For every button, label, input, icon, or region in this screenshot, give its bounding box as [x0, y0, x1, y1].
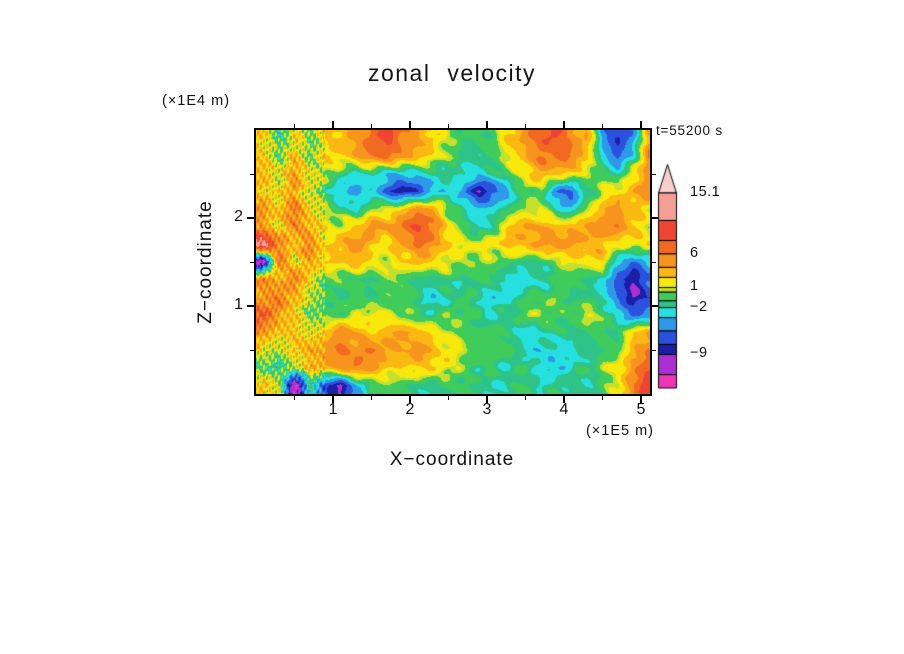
x-minor-tick	[448, 396, 449, 400]
x-axis-title: X−coordinate	[389, 449, 515, 470]
x-major-tick	[486, 121, 488, 128]
y-tick-label: 2	[234, 208, 243, 225]
x-major-tick	[486, 396, 488, 403]
timestamp-label: t=55200 s	[656, 123, 723, 138]
colorbar-tick-label: 1	[690, 278, 699, 294]
x-minor-tick	[448, 124, 449, 128]
x-minor-tick	[602, 396, 603, 400]
colorbar: 15.1 6 1 −2 −9	[657, 163, 767, 403]
x-minor-tick	[371, 124, 372, 128]
x-minor-tick	[294, 396, 295, 400]
plot-frame	[254, 128, 652, 396]
colorbar-canvas	[657, 163, 679, 393]
x-minor-tick	[294, 124, 295, 128]
y-minor-tick	[250, 262, 254, 263]
y-minor-tick	[652, 262, 656, 263]
colorbar-tick-label: −9	[690, 345, 708, 361]
x-major-tick	[332, 121, 334, 128]
heatmap-canvas	[256, 130, 650, 394]
y-tick-label: 1	[234, 296, 243, 313]
y-minor-tick	[250, 174, 254, 175]
y-axis-unit-label: (×1E4 m)	[162, 93, 231, 109]
colorbar-tick-label: 15.1	[690, 184, 721, 200]
y-minor-tick	[652, 350, 656, 351]
y-major-tick	[247, 305, 254, 307]
x-axis-unit-label: (×1E5 m)	[585, 423, 654, 439]
chart-title: zonal velocity	[367, 60, 537, 86]
colorbar-tick-label: 6	[690, 245, 699, 261]
x-tick-label: 3	[482, 401, 492, 418]
x-major-tick	[332, 396, 334, 403]
x-tick-label: 1	[328, 401, 338, 418]
colorbar-tick-label: −2	[690, 299, 708, 315]
x-minor-tick	[602, 124, 603, 128]
x-minor-tick	[525, 124, 526, 128]
x-minor-tick	[371, 396, 372, 400]
y-major-tick	[652, 217, 659, 219]
x-tick-label: 4	[559, 401, 569, 418]
x-major-tick	[409, 396, 411, 403]
x-major-tick	[563, 121, 565, 128]
y-major-tick	[652, 305, 659, 307]
x-minor-tick	[525, 396, 526, 400]
x-major-tick	[640, 396, 642, 403]
x-major-tick	[640, 121, 642, 128]
x-tick-label: 2	[405, 401, 415, 418]
y-minor-tick	[250, 350, 254, 351]
x-tick-label: 5	[636, 401, 646, 418]
x-major-tick	[563, 396, 565, 403]
x-major-tick	[409, 121, 411, 128]
y-minor-tick	[652, 174, 656, 175]
y-major-tick	[247, 217, 254, 219]
